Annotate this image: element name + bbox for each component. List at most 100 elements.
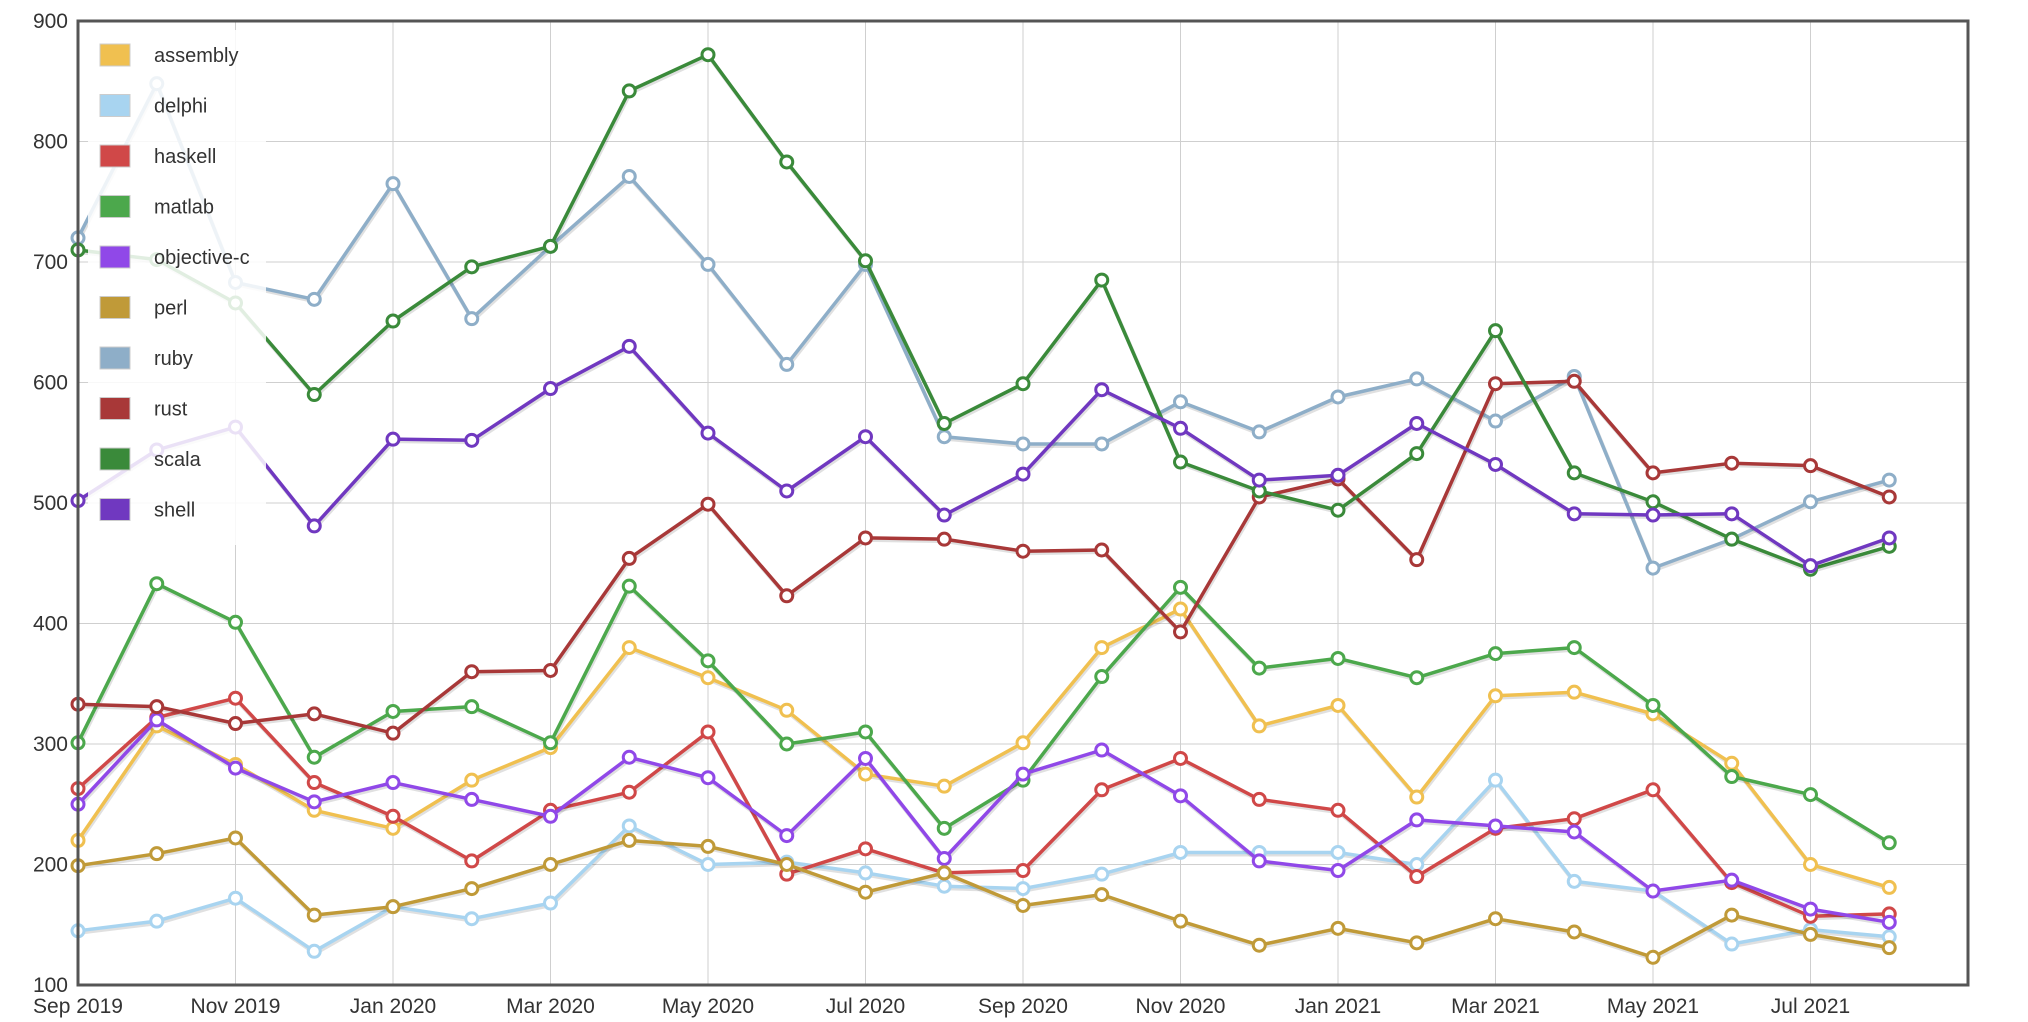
- data-point[interactable]: [700, 838, 716, 854]
- data-point[interactable]: [1173, 601, 1188, 617]
- data-point[interactable]: [1724, 936, 1740, 952]
- data-point[interactable]: [1566, 684, 1582, 700]
- legend-label-rust[interactable]: rust: [154, 399, 188, 421]
- data-point[interactable]: [700, 47, 716, 63]
- data-point[interactable]: [543, 381, 558, 397]
- data-point[interactable]: [1566, 824, 1582, 840]
- data-point[interactable]: [1094, 887, 1110, 903]
- data-point[interactable]: [306, 907, 322, 923]
- data-point[interactable]: [149, 699, 165, 715]
- data-point[interactable]: [1330, 863, 1346, 879]
- data-point[interactable]: [1094, 782, 1110, 798]
- data-point[interactable]: [1724, 755, 1740, 771]
- data-point[interactable]: [700, 670, 716, 686]
- data-point[interactable]: [1645, 697, 1661, 713]
- data-point[interactable]: [1803, 494, 1818, 510]
- data-point[interactable]: [858, 429, 873, 445]
- data-point[interactable]: [385, 808, 401, 824]
- legend-label-matlab[interactable]: matlab: [154, 197, 214, 219]
- data-point[interactable]: [1724, 872, 1740, 888]
- data-point[interactable]: [936, 778, 952, 794]
- data-point[interactable]: [464, 432, 480, 448]
- data-point[interactable]: [779, 154, 795, 170]
- data-point[interactable]: [1645, 560, 1661, 576]
- data-point[interactable]: [1488, 818, 1503, 834]
- data-point[interactable]: [149, 576, 165, 592]
- data-point[interactable]: [936, 531, 952, 547]
- data-point[interactable]: [1566, 373, 1582, 389]
- data-point[interactable]: [1015, 436, 1031, 452]
- data-point[interactable]: [1488, 413, 1503, 429]
- data-point[interactable]: [1094, 640, 1110, 656]
- data-point[interactable]: [1015, 897, 1031, 913]
- data-point[interactable]: [385, 176, 401, 192]
- data-point[interactable]: [1330, 650, 1346, 666]
- data-point[interactable]: [543, 808, 558, 824]
- data-point[interactable]: [1645, 949, 1661, 965]
- data-point[interactable]: [621, 83, 637, 99]
- data-point[interactable]: [464, 259, 480, 275]
- data-point[interactable]: [1094, 542, 1110, 558]
- data-point[interactable]: [1645, 507, 1661, 523]
- data-point[interactable]: [936, 820, 952, 836]
- data-point[interactable]: [1173, 420, 1188, 436]
- data-point[interactable]: [779, 483, 795, 499]
- data-point[interactable]: [149, 712, 165, 728]
- data-point[interactable]: [700, 496, 716, 512]
- data-point[interactable]: [1488, 376, 1503, 392]
- data-point[interactable]: [306, 706, 322, 722]
- data-point[interactable]: [1330, 697, 1346, 713]
- data-point[interactable]: [621, 784, 637, 800]
- data-point[interactable]: [1881, 472, 1897, 488]
- data-point[interactable]: [385, 703, 401, 719]
- data-point[interactable]: [1409, 446, 1425, 462]
- data-point[interactable]: [1173, 750, 1188, 766]
- data-point[interactable]: [306, 749, 322, 765]
- legend-label-ruby[interactable]: ruby: [154, 348, 193, 370]
- legend-label-shell[interactable]: shell: [154, 500, 195, 522]
- data-point[interactable]: [700, 857, 716, 872]
- data-point[interactable]: [858, 841, 873, 857]
- legend-label-objective-c[interactable]: objective-c: [154, 247, 250, 269]
- data-point[interactable]: [464, 881, 480, 897]
- data-point[interactable]: [1015, 376, 1031, 392]
- data-point[interactable]: [306, 387, 322, 403]
- data-point[interactable]: [385, 431, 401, 447]
- data-point[interactable]: [228, 716, 243, 732]
- data-point[interactable]: [621, 818, 637, 834]
- data-point[interactable]: [306, 775, 322, 791]
- data-point[interactable]: [1015, 863, 1031, 879]
- data-point[interactable]: [779, 588, 795, 604]
- data-point[interactable]: [936, 507, 952, 523]
- data-point[interactable]: [1566, 873, 1582, 889]
- data-point[interactable]: [1015, 735, 1031, 751]
- data-point[interactable]: [1409, 789, 1425, 805]
- data-point[interactable]: [1330, 920, 1346, 936]
- data-point[interactable]: [779, 828, 795, 844]
- legend-label-assembly[interactable]: assembly: [154, 45, 238, 67]
- data-point[interactable]: [1645, 883, 1661, 899]
- data-point[interactable]: [1330, 389, 1346, 405]
- data-point[interactable]: [1488, 911, 1503, 927]
- data-point[interactable]: [1724, 907, 1740, 923]
- legend-label-haskell[interactable]: haskell: [154, 146, 216, 168]
- data-point[interactable]: [1488, 646, 1503, 662]
- data-point[interactable]: [858, 766, 873, 782]
- data-point[interactable]: [149, 913, 165, 929]
- data-point[interactable]: [228, 690, 243, 706]
- data-point[interactable]: [385, 775, 401, 791]
- data-point[interactable]: [149, 846, 165, 862]
- data-point[interactable]: [779, 702, 795, 718]
- legend-label-scala[interactable]: scala: [154, 449, 202, 471]
- data-point[interactable]: [1094, 669, 1110, 685]
- data-point[interactable]: [1566, 924, 1582, 940]
- data-point[interactable]: [1094, 272, 1110, 288]
- data-point[interactable]: [1645, 465, 1661, 481]
- data-point[interactable]: [1251, 853, 1267, 869]
- data-point[interactable]: [936, 865, 952, 881]
- data-point[interactable]: [1330, 802, 1346, 818]
- data-point[interactable]: [936, 415, 952, 431]
- data-point[interactable]: [621, 168, 637, 184]
- data-point[interactable]: [1251, 791, 1267, 807]
- data-point[interactable]: [1251, 424, 1267, 440]
